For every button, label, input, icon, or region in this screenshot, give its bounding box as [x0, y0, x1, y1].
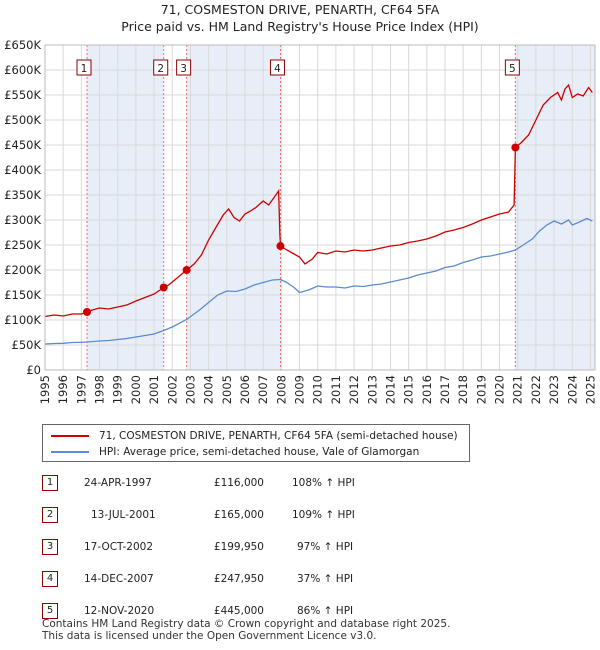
sale-number: 2	[42, 507, 58, 523]
sale-hpi-change: 37% ↑ HPI	[297, 573, 354, 585]
x-tick-label: 2016	[420, 375, 434, 404]
sale-number-label: 3	[180, 63, 187, 75]
x-tick-label: 2007	[256, 375, 270, 404]
x-tick-label: 1995	[38, 375, 52, 404]
x-tick-label: 2006	[238, 375, 252, 404]
x-tick-label: 2022	[529, 375, 543, 404]
x-tick-label: 2017	[438, 375, 452, 404]
sale-date: 17-OCT-2002	[84, 541, 153, 553]
y-tick-label: £350K	[4, 188, 41, 202]
sale-number: 3	[42, 539, 58, 555]
sale-point	[182, 266, 191, 275]
y-tick-label: £0	[26, 363, 41, 377]
sale-price: £247,950	[213, 573, 264, 585]
legend-label-property: 71, COSMESTON DRIVE, PENARTH, CF64 5FA (…	[99, 430, 458, 442]
y-tick-label: £400K	[4, 163, 41, 177]
legend: 71, COSMESTON DRIVE, PENARTH, CF64 5FA (…	[42, 424, 470, 462]
x-tick-label: 2020	[493, 375, 507, 404]
sale-price: £199,950	[213, 541, 264, 553]
x-tick-label: 1996	[56, 375, 70, 404]
footer: Contains HM Land Registry data © Crown c…	[42, 618, 450, 642]
price-chart: 1 2 3 4 5 £0 £50K £100K £150K £200K £250K £300K £35…	[4, 38, 597, 404]
x-tick-label: 2012	[347, 375, 361, 404]
shaded-band	[515, 45, 595, 370]
legend-swatch-property	[51, 435, 89, 437]
sale-date: 14-DEC-2007	[84, 573, 154, 585]
x-tick-label: 2015	[402, 375, 416, 404]
sale-number-label: 4	[274, 63, 281, 75]
y-tick-label: £500K	[4, 113, 41, 127]
sale-price: £445,000	[213, 605, 264, 617]
sale-hpi-change: 86% ↑ HPI	[297, 605, 354, 617]
legend-swatch-hpi	[51, 451, 89, 453]
hpi-line	[44, 217, 593, 345]
sale-point	[159, 283, 168, 292]
x-tick-label: 2014	[383, 375, 397, 404]
legend-item-hpi: HPI: Average price, semi-detached house,…	[51, 444, 419, 460]
x-tick-label: 2005	[220, 375, 234, 404]
sale-number: 4	[42, 571, 58, 587]
x-tick-label: 1999	[111, 375, 125, 404]
y-tick-label: £450K	[4, 138, 41, 152]
sale-number: 1	[42, 475, 58, 491]
sale-number-label: 1	[81, 63, 88, 75]
y-tick-label: £250K	[4, 238, 41, 252]
sale-date: 12-NOV-2020	[84, 605, 155, 617]
legend-item-property: 71, COSMESTON DRIVE, PENARTH, CF64 5FA (…	[51, 428, 458, 444]
plot-frame	[44, 44, 596, 371]
x-tick-label: 2019	[474, 375, 488, 404]
sale-point	[83, 308, 91, 316]
y-tick-label: £650K	[4, 38, 41, 52]
x-tick-label: 2009	[293, 375, 307, 404]
sale-number-box	[153, 59, 169, 76]
x-tick-label: 2011	[329, 375, 343, 404]
x-tick-label: 2008	[274, 375, 288, 404]
sale-number-box	[504, 59, 520, 76]
x-tick-label: 2004	[202, 375, 216, 404]
sale-hpi-change: 109% ↑ HPI	[292, 509, 355, 521]
sale-number: 5	[42, 603, 58, 619]
sale-hpi-change: 108% ↑ HPI	[292, 477, 355, 489]
y-tick-label: £150K	[4, 288, 41, 302]
y-tick-label: £300K	[4, 213, 41, 227]
footer-copyright: Contains HM Land Registry data © Crown c…	[42, 618, 451, 630]
x-tick-label: 2001	[147, 375, 161, 404]
sale-date: 13-JUL-2001	[91, 509, 156, 521]
sale-number-label: 2	[157, 63, 164, 75]
x-tick-label: 2003	[183, 375, 197, 404]
shaded-band	[87, 45, 164, 370]
x-tick-label: 2018	[456, 375, 470, 404]
legend-label-hpi: HPI: Average price, semi-detached house,…	[99, 446, 420, 458]
x-tick-label: 2025	[583, 375, 597, 404]
y-tick-label: £100K	[4, 313, 41, 327]
y-tick-label: £550K	[4, 88, 41, 102]
sale-number-label: 5	[509, 63, 516, 75]
y-tick-label: £600K	[4, 63, 41, 77]
x-tick-label: 2010	[311, 375, 325, 404]
sale-number-box	[76, 59, 92, 76]
x-tick-label: 1997	[74, 375, 88, 404]
x-tick-label: 2002	[165, 375, 179, 404]
property-price-line	[44, 83, 593, 318]
sale-number-box	[269, 59, 285, 76]
chart-subtitle: Price paid vs. HM Land Registry's House …	[121, 19, 479, 34]
sale-number-box	[176, 59, 192, 76]
x-tick-label: 2021	[511, 375, 525, 404]
sale-point	[511, 143, 520, 152]
x-tick-label: 2013	[365, 375, 379, 404]
x-tick-label: 1998	[93, 375, 107, 404]
sale-price: £116,000	[213, 477, 264, 489]
sale-date: 24-APR-1997	[84, 477, 152, 489]
sale-price: £165,000	[213, 509, 264, 521]
shaded-band	[186, 45, 281, 370]
footer-licence: This data is licensed under the Open Gov…	[42, 630, 377, 642]
chart-title: 71, COSMESTON DRIVE, PENARTH, CF64 5FA	[160, 2, 440, 17]
sale-point	[276, 242, 285, 251]
x-tick-label: 2023	[547, 375, 561, 404]
y-tick-label: £200K	[4, 263, 41, 277]
y-tick-label: £50K	[12, 338, 42, 352]
sale-hpi-change: 97% ↑ HPI	[297, 541, 354, 553]
x-tick-label: 2024	[565, 375, 579, 404]
x-tick-label: 2000	[129, 375, 143, 404]
